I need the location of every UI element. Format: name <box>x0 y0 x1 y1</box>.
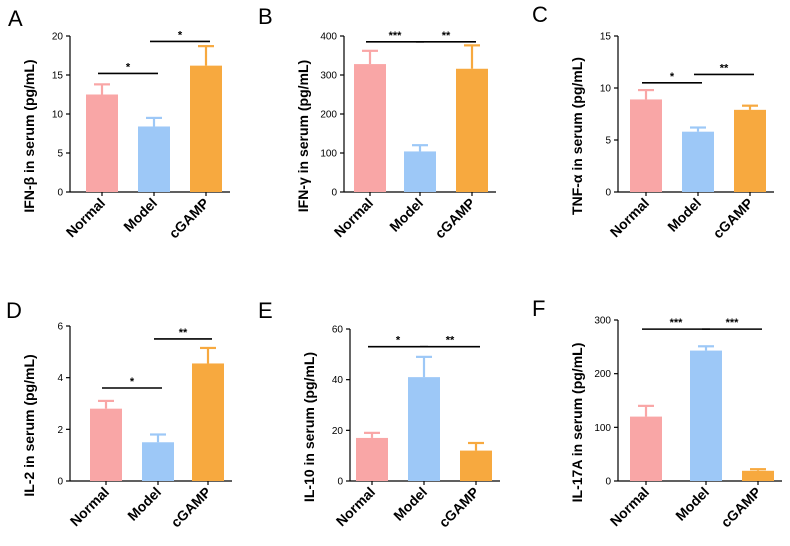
y-tick-label: 300 <box>594 316 611 327</box>
panel-e: E 0 20 40 60 IL-10 in serum (pg/mL) Normal Mode… <box>258 298 500 530</box>
x-tick-label: cGAMP <box>166 195 213 242</box>
y-tick-label: 300 <box>320 71 337 82</box>
panel-b: B 0 100 200 300 400 IFN-γ in serum (pg/mL) Norm… <box>258 4 496 241</box>
x-tick-label: Normal <box>333 484 378 529</box>
panel-d: D 0 2 4 6 IL-2 in serum (pg/mL) Normal Model cGA… <box>6 298 232 530</box>
significance-label: * <box>396 335 401 347</box>
bar-cgamp <box>190 65 222 192</box>
bar-normal <box>90 408 122 481</box>
y-axis-label: TNF-α in serum (pg/mL) <box>569 57 585 215</box>
bar-normal <box>86 94 118 192</box>
bar-normal <box>630 416 662 481</box>
panel-letter: C <box>532 2 548 27</box>
y-tick-label: 200 <box>320 110 337 121</box>
significance-label: ** <box>442 30 451 42</box>
significance-label: *** <box>670 317 684 329</box>
y-tick-label: 0 <box>57 477 63 488</box>
x-tick-label: Model <box>120 195 160 235</box>
x-tick-label: Model <box>390 484 430 524</box>
panel-letter: B <box>258 4 273 29</box>
significance-label: ** <box>720 62 729 74</box>
panel-letter: E <box>258 298 273 323</box>
y-tick-label: 400 <box>320 32 337 43</box>
significance-label: *** <box>726 317 740 329</box>
bar-model <box>690 350 722 481</box>
y-tick-label: 20 <box>52 32 64 43</box>
x-tick-label: Model <box>386 195 426 235</box>
x-tick-label: Normal <box>63 195 108 240</box>
y-axis-label: IL-2 in serum (pg/mL) <box>21 354 37 496</box>
x-tick-label: Model <box>664 195 704 235</box>
x-tick-label: cGAMP <box>432 195 479 242</box>
panel-f: F 0 100 200 300 IL-17A in serum (pg/mL) Normal… <box>532 296 782 530</box>
bar-cgamp <box>734 109 766 192</box>
x-tick-label: cGAMP <box>710 195 757 242</box>
y-tick-label: 5 <box>57 149 63 160</box>
y-tick-label: 0 <box>337 477 343 488</box>
bar-normal <box>630 99 662 192</box>
y-tick-label: 0 <box>57 188 63 199</box>
significance-label: * <box>178 29 183 41</box>
x-tick-label: cGAMP <box>436 484 483 531</box>
y-axis-label: IL-17A in serum (pg/mL) <box>569 343 585 503</box>
bar-cgamp <box>456 68 488 192</box>
significance-label: * <box>130 376 135 388</box>
y-tick-label: 100 <box>594 423 611 434</box>
bar-model <box>408 377 440 481</box>
y-tick-label: 20 <box>332 426 344 437</box>
panel-a: A 0 5 10 15 20 IFN-β in serum (pg/mL) Normal Mod… <box>8 6 230 241</box>
y-tick-label: 10 <box>52 110 64 121</box>
bar-cgamp <box>192 363 224 481</box>
x-tick-label: Normal <box>607 484 652 529</box>
x-tick-label: Model <box>672 484 712 524</box>
y-tick-label: 40 <box>332 375 344 386</box>
y-tick-label: 0 <box>331 188 337 199</box>
x-tick-label: Normal <box>331 195 376 240</box>
y-tick-label: 0 <box>605 188 611 199</box>
y-axis-label: IL-10 in serum (pg/mL) <box>301 352 317 502</box>
bar-model <box>142 442 174 481</box>
y-axis-label: IFN-γ in serum (pg/mL) <box>295 60 311 212</box>
panel-c: C 0 5 10 15 TNF-α in serum (pg/mL) Normal Model… <box>532 2 774 241</box>
bar-normal <box>356 437 388 481</box>
y-tick-label: 15 <box>52 71 64 82</box>
significance-label: ** <box>179 327 188 339</box>
y-tick-label: 200 <box>594 369 611 380</box>
bar-model <box>682 131 714 192</box>
x-tick-label: Normal <box>67 484 112 529</box>
y-tick-label: 0 <box>605 477 611 488</box>
bar-cgamp <box>742 470 774 481</box>
significance-label: *** <box>389 30 403 42</box>
bar-model <box>138 126 170 192</box>
x-tick-label: Normal <box>607 195 652 240</box>
y-axis-label: IFN-β in serum (pg/mL) <box>21 59 37 212</box>
panel-letter: D <box>6 298 22 323</box>
y-tick-label: 5 <box>605 136 611 147</box>
significance-label: * <box>670 71 675 83</box>
panel-letter: A <box>8 6 23 31</box>
bar-normal <box>354 64 386 192</box>
y-tick-label: 100 <box>320 149 337 160</box>
y-tick-label: 4 <box>57 373 63 384</box>
y-tick-label: 2 <box>57 425 63 436</box>
panel-letter: F <box>532 296 545 321</box>
bar-cgamp <box>460 450 492 481</box>
y-tick-label: 15 <box>600 32 612 43</box>
y-tick-label: 60 <box>332 325 344 336</box>
bar-model <box>404 151 436 192</box>
y-tick-label: 10 <box>600 84 612 95</box>
significance-label: ** <box>446 335 455 347</box>
x-tick-label: Model <box>124 484 164 524</box>
x-tick-label: cGAMP <box>168 484 215 531</box>
significance-label: * <box>126 61 131 73</box>
y-tick-label: 6 <box>57 322 63 333</box>
x-tick-label: cGAMP <box>718 484 765 531</box>
